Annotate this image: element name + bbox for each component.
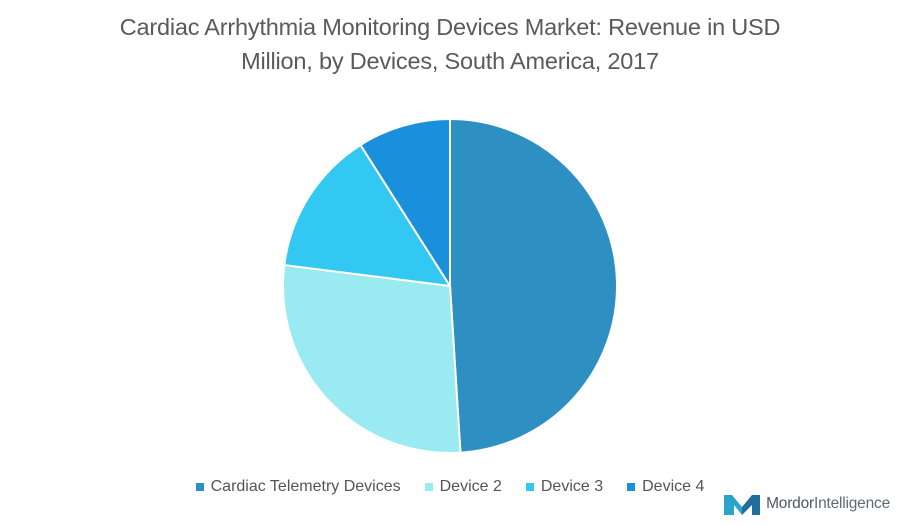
legend-swatch xyxy=(424,483,433,491)
legend: Cardiac Telemetry Devices Device 2 Devic… xyxy=(0,478,900,496)
legend-item-cardiac-telemetry: Cardiac Telemetry Devices xyxy=(195,478,401,496)
legend-swatch xyxy=(195,483,204,491)
pie-slices xyxy=(282,118,618,454)
legend-swatch xyxy=(525,483,534,491)
chart-title: Cardiac Arrhythmia Monitoring Devices Ma… xyxy=(80,10,820,78)
pie-slice-device-2 xyxy=(282,264,462,454)
pie-slice-device-4 xyxy=(359,118,451,287)
pie-slice-device-3 xyxy=(283,143,451,287)
logo-text-intelligence: Intelligence xyxy=(813,495,890,512)
pie-slice-cardiac-telemetry-devices xyxy=(449,118,618,454)
legend-label: Device 3 xyxy=(540,478,604,495)
mordor-intelligence-logo: MordorIntelligence xyxy=(724,493,890,515)
chart-title-line-2: Million, by Devices, South America, 2017 xyxy=(241,48,659,74)
legend-label: Cardiac Telemetry Devices xyxy=(210,478,401,495)
legend-item-device-2: Device 2 xyxy=(424,478,502,496)
mordor-logo-icon xyxy=(724,495,761,515)
logo-text: MordorIntelligence xyxy=(766,495,890,513)
legend-item-device-4: Device 4 xyxy=(627,478,704,496)
legend-label: Device 2 xyxy=(439,478,502,495)
legend-item-device-3: Device 3 xyxy=(525,478,604,496)
chart-title-line-1: Cardiac Arrhythmia Monitoring Devices Ma… xyxy=(119,14,781,40)
legend-swatch xyxy=(627,483,636,491)
legend-label: Device 4 xyxy=(642,478,705,495)
logo-text-mordor: Mordor xyxy=(766,495,814,512)
